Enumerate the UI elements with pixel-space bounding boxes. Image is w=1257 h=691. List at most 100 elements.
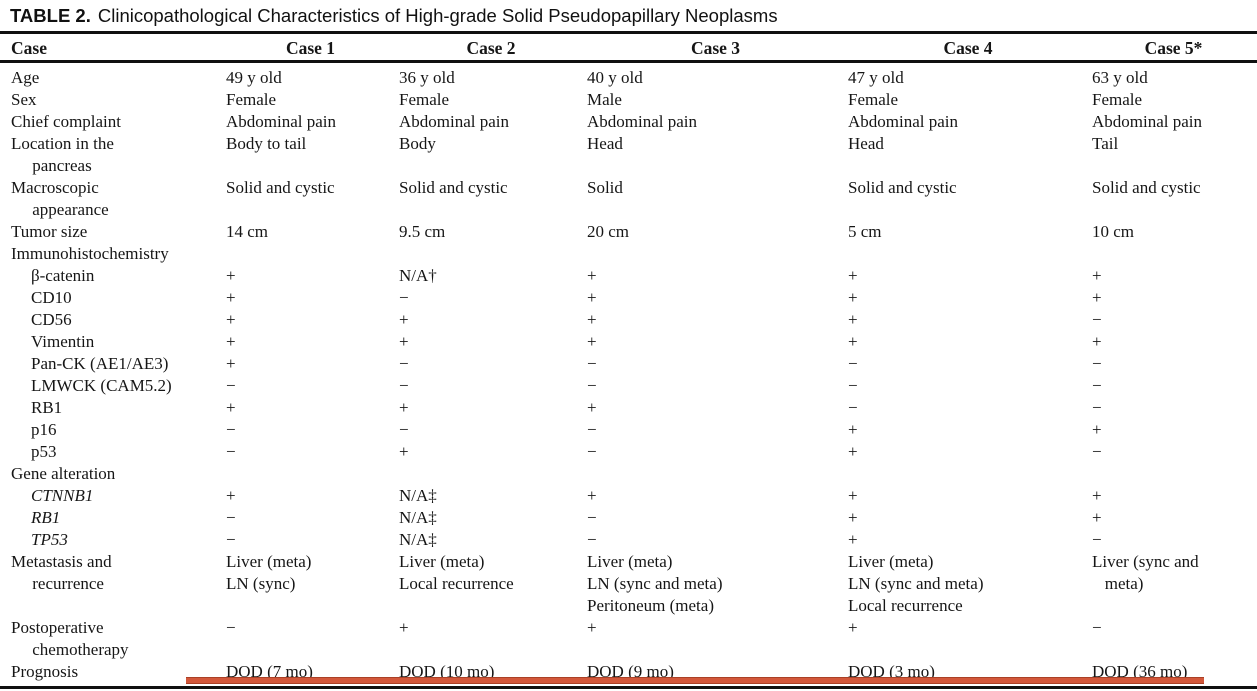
table-row: RB1 + + + − − bbox=[0, 397, 1257, 419]
table-row: Gene alteration bbox=[0, 463, 1257, 485]
cell: − bbox=[587, 508, 597, 527]
cell: DOD (36 mo) bbox=[1090, 661, 1257, 689]
cell: + bbox=[1092, 486, 1102, 505]
header-row: Case Case 1 Case 2 Case 3 Case 4 Case 5* bbox=[0, 34, 1257, 63]
cell: Liver (meta) LN (sync and meta) Peritone… bbox=[587, 552, 723, 615]
row-label: LMWCK (CAM5.2) bbox=[31, 376, 172, 395]
table-title-label: TABLE 2. bbox=[10, 5, 91, 26]
cell: + bbox=[399, 618, 409, 637]
cell: − bbox=[1092, 398, 1102, 417]
row-label: RB1 bbox=[31, 398, 63, 417]
row-label: Pan-CK (AE1/AE3) bbox=[31, 354, 169, 373]
cell: + bbox=[226, 354, 236, 373]
table-row: Tumor size 14 cm 9.5 cm 20 cm 5 cm 10 cm bbox=[0, 221, 1257, 243]
cell: − bbox=[399, 420, 409, 439]
cell: + bbox=[587, 618, 597, 637]
cell: − bbox=[587, 376, 597, 395]
cell: N/A‡ bbox=[399, 486, 437, 505]
row-label: Location in the pancreas bbox=[11, 134, 114, 175]
cell: Liver (meta) LN (sync and meta) Local re… bbox=[848, 552, 984, 615]
cell: + bbox=[587, 486, 597, 505]
annotation-underline bbox=[186, 677, 1204, 684]
cell: + bbox=[399, 310, 409, 329]
cell: + bbox=[848, 508, 858, 527]
cell: N/A‡ bbox=[399, 530, 437, 549]
row-label: CTNNB1 bbox=[31, 486, 94, 505]
cell: + bbox=[848, 332, 858, 351]
cell: 10 cm bbox=[1092, 222, 1135, 241]
table-title-text: Clinicopathological Characteristics of H… bbox=[97, 5, 778, 26]
cell: Solid bbox=[587, 178, 623, 197]
cell: Abdominal pain bbox=[1092, 112, 1203, 131]
cell: + bbox=[1092, 508, 1102, 527]
cell: + bbox=[848, 486, 858, 505]
cell bbox=[224, 243, 397, 265]
row-label: Sex bbox=[11, 90, 37, 109]
cell: + bbox=[399, 442, 409, 461]
cell: − bbox=[1092, 310, 1102, 329]
cell bbox=[1090, 463, 1257, 485]
cell: Solid and cystic bbox=[1092, 178, 1201, 197]
cell: − bbox=[848, 376, 858, 395]
table-row: CD56 + + + + − bbox=[0, 309, 1257, 331]
cell: 40 y old bbox=[587, 68, 643, 87]
table-row: Vimentin + + + + + bbox=[0, 331, 1257, 353]
cell: 47 y old bbox=[848, 68, 904, 87]
row-label: CD10 bbox=[31, 288, 72, 307]
cell: DOD (3 mo) bbox=[846, 661, 1090, 689]
cell: 14 cm bbox=[226, 222, 269, 241]
cell: Liver (sync and meta) bbox=[1092, 552, 1199, 593]
cell: + bbox=[848, 618, 858, 637]
cell: + bbox=[848, 266, 858, 285]
cell: − bbox=[399, 354, 409, 373]
cell: + bbox=[587, 266, 597, 285]
table-row: Prognosis DOD (7 mo) DOD (10 mo) DOD (9 mo)… bbox=[0, 661, 1257, 689]
table-row: Macroscopic appearance Solid and cystic So… bbox=[0, 177, 1257, 221]
cell: + bbox=[226, 332, 236, 351]
table-title: TABLE 2. Clinicopathological Characterist… bbox=[0, 0, 1257, 34]
cell bbox=[1090, 243, 1257, 265]
column-header: Case 4 bbox=[846, 34, 1090, 63]
cell: − bbox=[587, 530, 597, 549]
cell: Female bbox=[1092, 90, 1143, 109]
table-row: β-catenin + N/A† + + + bbox=[0, 265, 1257, 287]
cell bbox=[585, 463, 846, 485]
cell: + bbox=[587, 332, 597, 351]
row-label: Gene alteration bbox=[11, 464, 116, 483]
cell: DOD (7 mo) bbox=[224, 661, 397, 689]
cell: DOD (10 mo) bbox=[397, 661, 585, 689]
cell: Female bbox=[399, 90, 450, 109]
cell: + bbox=[1092, 288, 1102, 307]
cell: + bbox=[226, 398, 236, 417]
cell: N/A† bbox=[399, 266, 437, 285]
cell bbox=[585, 243, 846, 265]
cell: + bbox=[226, 266, 236, 285]
cell: Female bbox=[226, 90, 277, 109]
row-label: p53 bbox=[31, 442, 57, 461]
cell: Head bbox=[848, 134, 884, 153]
cell: + bbox=[1092, 266, 1102, 285]
cell: − bbox=[1092, 618, 1102, 637]
row-label: Vimentin bbox=[31, 332, 95, 351]
cell: 5 cm bbox=[848, 222, 882, 241]
row-label: Tumor size bbox=[11, 222, 88, 241]
cell: − bbox=[1092, 530, 1102, 549]
cell: + bbox=[848, 288, 858, 307]
table-row: Pan-CK (AE1/AE3) + − − − − bbox=[0, 353, 1257, 375]
cell: 9.5 cm bbox=[399, 222, 446, 241]
table-row: LMWCK (CAM5.2) − − − − − bbox=[0, 375, 1257, 397]
cell: Liver (meta) LN (sync) bbox=[226, 552, 312, 593]
table-row: p53 − + − + − bbox=[0, 441, 1257, 463]
row-label: Immunohistochemistry bbox=[11, 244, 169, 263]
cell: 49 y old bbox=[226, 68, 282, 87]
cell: Tail bbox=[1092, 134, 1119, 153]
cell: Male bbox=[587, 90, 622, 109]
cell: + bbox=[226, 310, 236, 329]
cell: − bbox=[848, 354, 858, 373]
cell: Body bbox=[399, 134, 436, 153]
cell: + bbox=[1092, 332, 1102, 351]
cell: − bbox=[226, 420, 236, 439]
row-label: Metastasis and recurrence bbox=[11, 552, 112, 593]
column-header: Case 1 bbox=[224, 34, 397, 63]
cell: + bbox=[848, 442, 858, 461]
